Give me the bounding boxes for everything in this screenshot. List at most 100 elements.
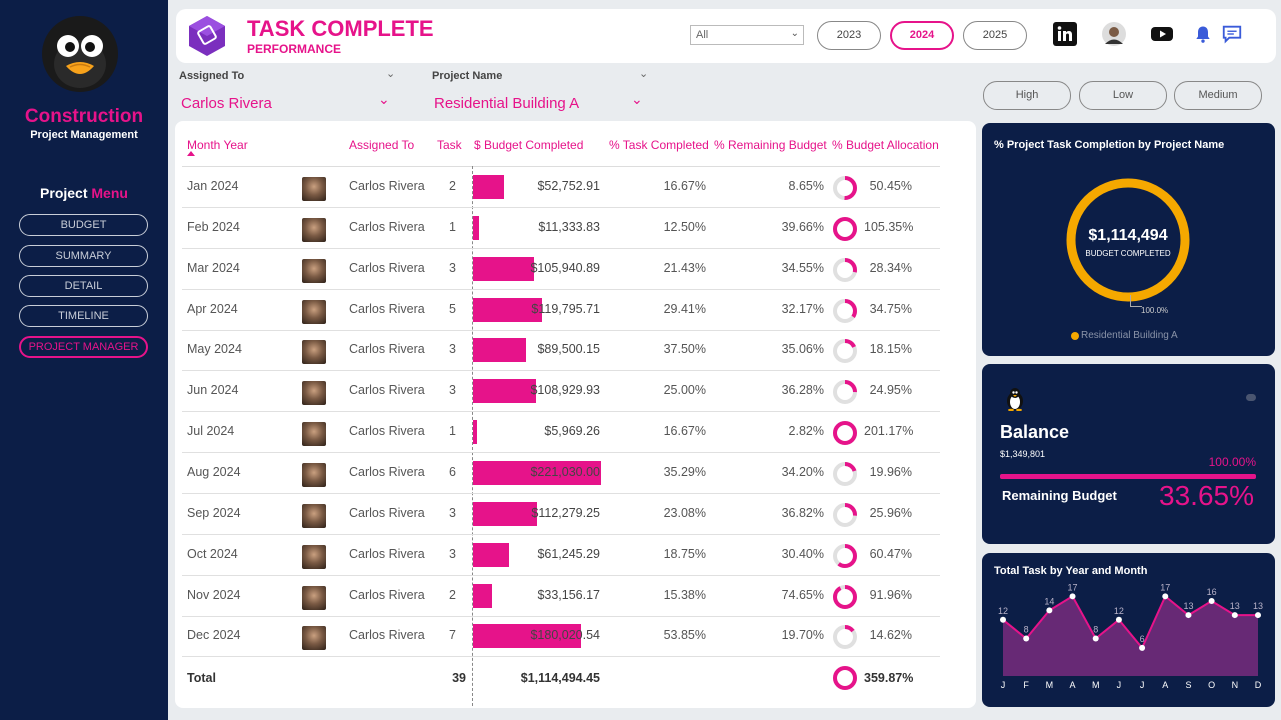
menu-project-manager-button[interactable]: PROJECT MANAGER — [19, 336, 148, 358]
budget-bar — [473, 379, 536, 404]
task-cell: 2 — [449, 179, 456, 193]
col-header-task[interactable]: Task — [437, 138, 462, 152]
task-cell: 3 — [449, 383, 456, 398]
total-budget: $1,114,494.45 — [520, 671, 600, 685]
data-label: 13 — [1253, 601, 1263, 611]
x-tick-label: J — [1117, 680, 1122, 690]
col-header-remaining[interactable]: % Remaining Budget — [714, 138, 827, 152]
allocation-cell: 28.34% — [869, 260, 912, 275]
data-point[interactable] — [1046, 607, 1053, 614]
year-select-value: All — [696, 29, 709, 41]
assigned-to-dropdown[interactable]: Carlos Rivera — [181, 95, 272, 112]
month-cell: Jul 2024 — [187, 424, 235, 439]
data-point[interactable] — [1231, 612, 1238, 619]
allocation-donut — [833, 502, 857, 527]
menu-timeline-button[interactable]: TIMELINE — [19, 305, 148, 327]
data-point[interactable] — [1208, 598, 1215, 604]
total-task: 39 — [452, 671, 466, 685]
col-header-month[interactable]: Month Year — [187, 138, 248, 152]
project-name-dropdown[interactable]: Residential Building A — [434, 95, 580, 112]
month-cell: Jun 2024 — [187, 383, 239, 398]
data-point[interactable] — [1255, 612, 1261, 619]
budget-cell: $180,020.54 — [530, 628, 600, 643]
table-row[interactable]: Jul 2024 Carlos Rivera 1 $5,969.26 16.67% 2.8… — [182, 412, 940, 454]
remaining-cell: 36.82% — [781, 505, 824, 520]
completion-ring — [1066, 178, 1190, 302]
col-header-allocation[interactable]: % Budget Allocation — [832, 138, 939, 152]
col-header-task-pct[interactable]: % Task Completed — [609, 138, 709, 152]
year-select[interactable]: All ⌄ — [690, 25, 804, 45]
data-point[interactable] — [1115, 616, 1122, 623]
table-row[interactable]: Oct 2024 Carlos Rivera 3 $61,245.29 18.75% 30… — [182, 535, 940, 576]
col-header-budget[interactable]: $ Budget Completed — [474, 138, 584, 152]
task-pct-cell: 37.50% — [663, 342, 706, 357]
data-point[interactable] — [1185, 612, 1192, 619]
data-point[interactable] — [1069, 593, 1076, 600]
table-row[interactable]: Jun 2024 Carlos Rivera 3 $108,929.93 25.00% 3… — [182, 371, 940, 413]
month-cell: Dec 2024 — [187, 628, 241, 643]
task-cell: 3 — [449, 342, 456, 357]
more-options-icon[interactable] — [1246, 394, 1256, 401]
table-row[interactable]: Apr 2024 Carlos Rivera 5 $119,795.71 29.41% 3… — [182, 290, 940, 331]
table-row[interactable]: Sep 2024 Carlos Rivera 3 $112,279.25 23.08% 3… — [182, 494, 940, 535]
data-label: 17 — [1160, 582, 1170, 592]
legend-label[interactable]: Residential Building A — [1081, 330, 1178, 341]
remaining-cell: 34.20% — [781, 464, 824, 479]
remaining-cell: 8.65% — [788, 179, 824, 193]
table-row[interactable]: Aug 2024 Carlos Rivera 6 $221,030.00 35.29% 3… — [182, 453, 940, 494]
avatar — [302, 340, 326, 365]
assigned-cell: Carlos Rivera — [349, 219, 425, 234]
profile-avatar-icon[interactable] — [1102, 22, 1126, 46]
chat-icon[interactable] — [1221, 22, 1243, 46]
remaining-budget-pct: 33.65% — [1159, 480, 1254, 511]
priority-low-button[interactable]: Low — [1079, 81, 1167, 110]
data-label: 8 — [1093, 625, 1098, 635]
chevron-down-icon[interactable]: ⌄ — [378, 91, 390, 107]
chevron-down-icon[interactable]: ⌄ — [386, 68, 396, 80]
data-point[interactable] — [1023, 635, 1030, 642]
priority-high-button[interactable]: High — [983, 81, 1071, 110]
table-row[interactable]: May 2024 Carlos Rivera 3 $89,500.15 37.50% 35… — [182, 330, 940, 372]
assigned-cell: Carlos Rivera — [349, 383, 425, 398]
assigned-cell: Carlos Rivera — [349, 464, 425, 479]
table-row[interactable]: Dec 2024 Carlos Rivera 7 $180,020.54 53.85% 1… — [182, 616, 940, 658]
x-tick-label: O — [1208, 680, 1215, 690]
data-point[interactable] — [1139, 644, 1146, 651]
avatar — [302, 299, 326, 324]
allocation-donut — [833, 298, 857, 323]
budget-cell: $112,279.25 — [531, 505, 600, 520]
allocation-cell: 18.15% — [869, 342, 912, 357]
data-point[interactable] — [1162, 593, 1169, 600]
balance-bar-fill — [1000, 474, 1256, 479]
year-2023-button[interactable]: 2023 — [817, 21, 881, 50]
x-tick-label: N — [1232, 680, 1239, 690]
chevron-down-icon[interactable]: ⌄ — [631, 91, 643, 107]
linkedin-icon[interactable] — [1053, 22, 1077, 46]
notification-bell-icon[interactable] — [1193, 22, 1213, 46]
data-point[interactable] — [1000, 616, 1006, 623]
priority-medium-button[interactable]: Medium — [1174, 81, 1262, 110]
budget-cell: $52,752.91 — [537, 179, 600, 193]
allocation-donut — [833, 339, 857, 364]
col-header-assigned[interactable]: Assigned To — [349, 138, 415, 152]
year-2024-button[interactable]: 2024 — [890, 21, 954, 50]
header-bar: TASK COMPLETE PERFORMANCE All ⌄ 2023 202… — [176, 9, 1276, 63]
task-cell: 2 — [449, 587, 456, 602]
table-row[interactable]: Nov 2024 Carlos Rivera 2 $33,156.17 15.38% 74… — [182, 576, 940, 617]
assigned-to-label: Assigned To — [179, 70, 245, 82]
table-row[interactable]: Feb 2024 Carlos Rivera 1 $11,333.83 12.50% 39… — [182, 208, 940, 249]
youtube-icon[interactable] — [1150, 22, 1174, 46]
menu-detail-button[interactable]: DETAIL — [19, 275, 148, 297]
task-cell: 1 — [449, 219, 456, 234]
budget-bar — [473, 175, 504, 199]
chevron-down-icon[interactable]: ⌄ — [639, 68, 649, 80]
data-label: 14 — [1044, 596, 1054, 606]
menu-budget-button[interactable]: BUDGET — [19, 214, 148, 236]
data-point[interactable] — [1092, 635, 1099, 642]
table-row[interactable]: Jan 2024 Carlos Rivera 2 $52,752.91 16.67% 8.… — [182, 167, 940, 208]
remaining-cell: 36.28% — [781, 383, 824, 398]
menu-summary-button[interactable]: SUMMARY — [19, 245, 148, 267]
table-row[interactable]: Mar 2024 Carlos Rivera 3 $105,940.89 21.43% 3… — [182, 249, 940, 290]
task-pct-cell: 21.43% — [663, 260, 706, 275]
year-2025-button[interactable]: 2025 — [963, 21, 1027, 50]
